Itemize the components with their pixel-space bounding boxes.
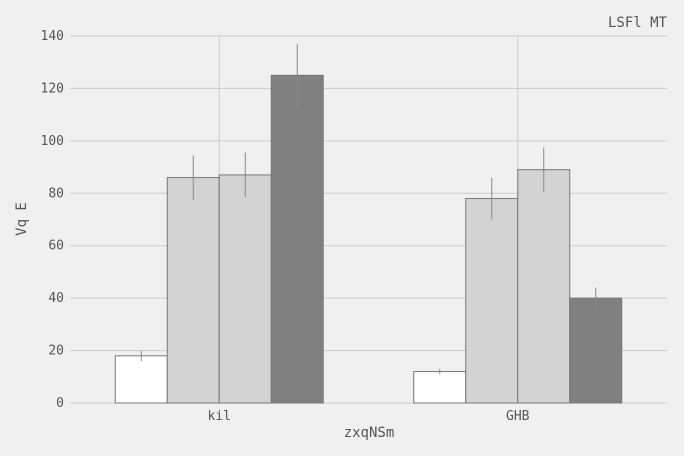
bar <box>413 371 467 404</box>
x-tick-label: kil <box>208 409 231 424</box>
bar <box>114 355 168 404</box>
bar <box>569 297 623 404</box>
x-tick-label: GHB <box>506 409 530 424</box>
y-tick-label: 140 <box>41 29 64 44</box>
y-axis-label: Vq E <box>14 202 30 236</box>
y-tick-label: 100 <box>41 134 64 149</box>
chart-title: LSFl MT <box>608 15 668 31</box>
bar <box>218 174 272 404</box>
y-axis-ticks: 0 20 40 60 80 100 120 140 <box>41 29 64 411</box>
y-tick-label: 20 <box>48 344 64 359</box>
y-tick-label: 60 <box>48 239 64 254</box>
bar <box>166 177 220 404</box>
x-axis-ticks: kil GHB <box>208 409 530 424</box>
y-tick-label: 120 <box>41 81 64 96</box>
y-tick-label: 40 <box>48 291 64 306</box>
y-tick-label: 80 <box>48 186 64 201</box>
error-bars <box>140 43 597 375</box>
bar <box>465 198 519 404</box>
bar <box>270 74 324 404</box>
bar <box>517 169 571 404</box>
x-axis-label: zxqNSm <box>344 425 395 441</box>
y-tick-label: 0 <box>56 396 64 411</box>
bars <box>114 74 623 404</box>
